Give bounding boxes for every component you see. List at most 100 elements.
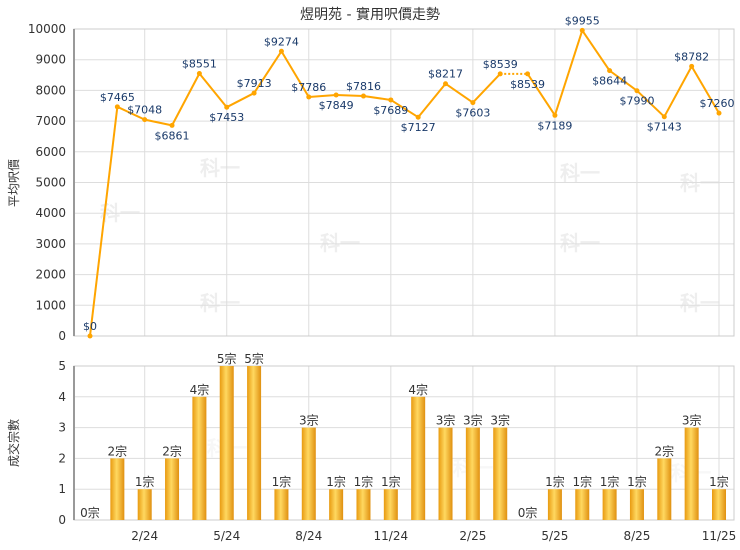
- line-data-label: $7689: [373, 104, 408, 117]
- bar: [438, 427, 453, 520]
- line-point: [196, 70, 202, 76]
- watermark: 科一: [680, 291, 720, 315]
- watermark: 科一: [320, 231, 360, 255]
- x-tick-label: 2/24: [131, 529, 158, 543]
- bar-data-label: 1宗: [381, 474, 401, 489]
- line-segment: [171, 73, 201, 126]
- line-segment: [390, 99, 419, 119]
- bar-data-label: 3宗: [299, 413, 319, 428]
- bar-data-label: 5宗: [244, 351, 264, 366]
- line-y-tick-label: 0: [58, 329, 66, 343]
- bar: [274, 489, 289, 520]
- chart-title: 煜明苑 - 實用呎價走勢: [300, 6, 440, 23]
- line-segment: [253, 50, 283, 94]
- line-y-tick-label: 10000: [28, 22, 66, 36]
- line-point: [169, 122, 175, 128]
- line-point: [716, 110, 722, 116]
- line-data-label: $7849: [319, 99, 354, 112]
- line-data-label: $0: [83, 320, 97, 333]
- watermark: 科一: [200, 156, 240, 180]
- bar-data-label: 5宗: [217, 351, 237, 366]
- bar-y-tick-label: 4: [58, 390, 66, 404]
- bar: [383, 489, 398, 520]
- line-data-label: $7143: [647, 121, 682, 134]
- line-point: [497, 71, 503, 77]
- bar-data-label: 1宗: [709, 474, 729, 489]
- line-point: [251, 90, 257, 96]
- line-point: [333, 92, 339, 98]
- bar-data-label: 1宗: [572, 474, 592, 489]
- line-point: [689, 63, 695, 69]
- line-point: [114, 104, 120, 110]
- bar: [301, 427, 316, 520]
- watermark: 科一: [560, 231, 600, 255]
- watermark: 科一: [200, 291, 240, 315]
- line-data-label: $7603: [455, 107, 490, 120]
- line-point: [415, 114, 421, 120]
- bar-y-tick-label: 2: [58, 451, 66, 465]
- line-point: [634, 88, 640, 94]
- line-data-label: $8644: [592, 75, 627, 88]
- line-point: [579, 27, 585, 33]
- line-segment: [553, 30, 584, 116]
- bar: [493, 427, 508, 520]
- line-data-label: $8551: [182, 57, 217, 70]
- line-segment: [198, 72, 228, 108]
- bar: [219, 366, 234, 520]
- line-segment: [663, 65, 693, 118]
- line-y-tick-label: 7000: [35, 114, 66, 128]
- bar-data-label: 4宗: [408, 382, 428, 397]
- bar-data-label: 2宗: [654, 443, 674, 458]
- bar-data-label: 3宗: [682, 413, 702, 428]
- line-y-tick-label: 3000: [35, 237, 66, 251]
- bar-data-label: 1宗: [545, 474, 565, 489]
- line-point: [142, 117, 148, 123]
- bar: [356, 489, 371, 520]
- line-data-label: $7127: [401, 121, 436, 134]
- line-data-label: $8782: [674, 50, 709, 63]
- line-data-label: $7786: [291, 81, 326, 94]
- line-point: [224, 104, 230, 110]
- bar-y-tick-label: 1: [58, 482, 66, 496]
- line-data-label: $7048: [127, 104, 162, 117]
- x-tick-label: 11/25: [702, 529, 737, 543]
- bar: [465, 427, 480, 520]
- line-point: [470, 100, 476, 106]
- x-tick-label: 2/25: [459, 529, 486, 543]
- x-tick-label: 5/25: [541, 529, 568, 543]
- line-point: [306, 94, 312, 100]
- bar-data-label: 1宗: [272, 474, 292, 489]
- bar: [547, 489, 562, 520]
- line-data-label: $9274: [264, 35, 299, 48]
- line-data-label: $7260: [700, 97, 735, 110]
- bar: [110, 458, 125, 520]
- line-data-label: $7990: [619, 95, 654, 108]
- line-segment: [581, 29, 611, 72]
- bar-y-axis-label: 成交宗數: [6, 419, 21, 467]
- bar: [629, 489, 644, 520]
- line-segment: [336, 94, 364, 98]
- bar-data-label: 1宗: [326, 474, 346, 489]
- line-data-label: $8539: [510, 78, 545, 91]
- line-data-label: $7913: [237, 77, 272, 90]
- bar: [137, 489, 152, 520]
- line-data-label: $7453: [209, 111, 244, 124]
- bar: [192, 396, 207, 520]
- x-tick-label: 11/24: [374, 529, 409, 543]
- line-segment: [308, 94, 337, 98]
- line-segment: [690, 65, 720, 114]
- bar-y-tick-label: 3: [58, 421, 66, 435]
- line-data-label: $9955: [565, 14, 600, 27]
- line-y-tick-label: 5000: [35, 176, 66, 190]
- bar-data-label: 0宗: [80, 505, 100, 520]
- line-segment: [609, 69, 638, 92]
- bar-data-label: 1宗: [627, 474, 647, 489]
- x-tick-label: 5/24: [213, 529, 240, 543]
- bar: [247, 366, 262, 520]
- line-y-tick-label: 4000: [35, 206, 66, 220]
- bar-data-label: 4宗: [190, 382, 210, 397]
- line-segment: [417, 83, 447, 118]
- line-y-tick-label: 8000: [35, 83, 66, 97]
- bar: [684, 427, 699, 520]
